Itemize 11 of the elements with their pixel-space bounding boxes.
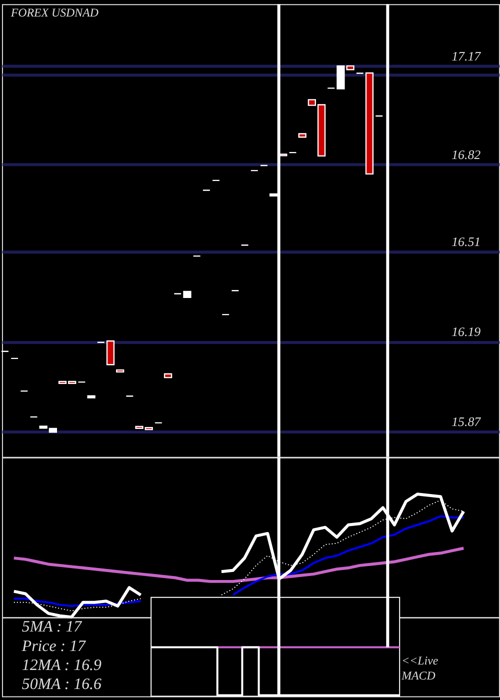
text: <<Live MACD <box>400 653 439 682</box>
chart-title: FOREX USDNAD <box>10 6 99 20</box>
text: 12MA : 16.9 <box>22 657 102 674</box>
y-tick-label: 16.51 <box>452 234 481 250</box>
y-tick-label: 17.17 <box>452 48 482 64</box>
y-tick-label: 16.82 <box>452 146 482 162</box>
y-tick-label: 16.19 <box>452 324 482 340</box>
y-tick-label: 15.87 <box>452 414 482 430</box>
text: 5MA : 17 <box>22 618 83 636</box>
text: Price : 17 <box>20 638 86 656</box>
text: 50MA : 16.6 <box>22 676 102 693</box>
